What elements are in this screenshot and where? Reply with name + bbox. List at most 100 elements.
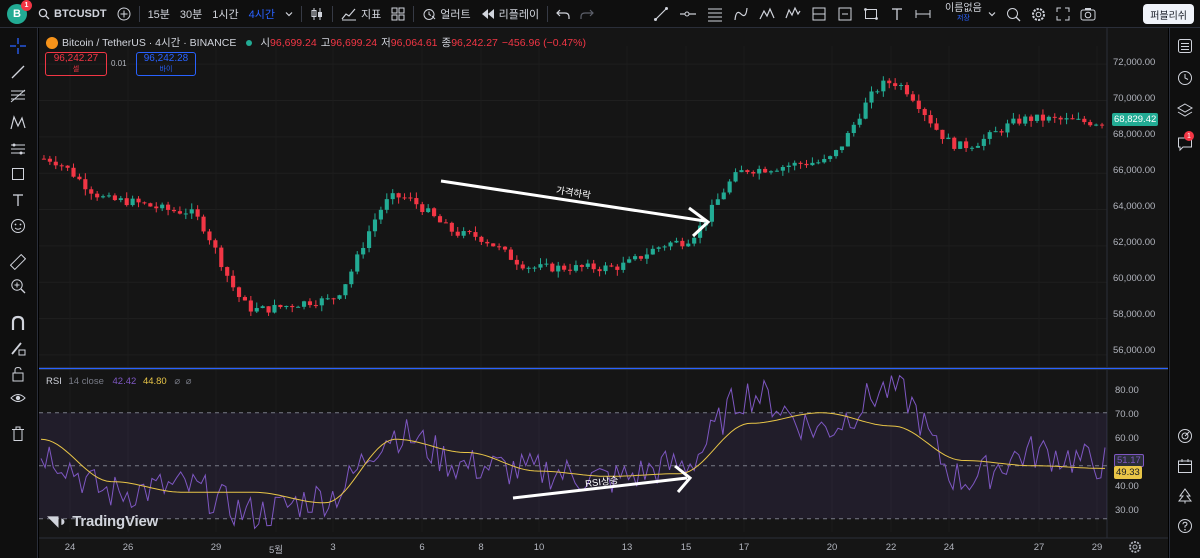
magnet-tool[interactable] — [8, 313, 28, 333]
candle-body — [567, 269, 573, 271]
object-tree-button[interactable] — [1175, 100, 1195, 120]
candle-body — [284, 305, 289, 308]
elliott-tool[interactable] — [780, 3, 806, 25]
candle-body — [148, 203, 153, 207]
candle-body — [993, 131, 998, 133]
price-axis-label: 60,000.00 — [1113, 273, 1156, 284]
symbol-search-button[interactable]: BTCUSDT — [33, 3, 112, 25]
ideas-stream-button[interactable] — [1175, 426, 1195, 446]
zoom-tool[interactable] — [8, 276, 28, 296]
remove-drawings-tool[interactable] — [8, 424, 28, 444]
candle-body — [887, 80, 892, 84]
fullscreen-button[interactable] — [1051, 3, 1075, 25]
candle-body — [739, 170, 744, 173]
undo-button[interactable] — [551, 3, 575, 25]
profile-avatar[interactable]: B 1 — [7, 0, 32, 24]
drawings[interactable] — [440, 179, 711, 500]
candle-body — [366, 231, 372, 248]
candle-body — [733, 172, 738, 182]
crosshair-tool[interactable] — [8, 36, 28, 56]
candle-body — [1034, 114, 1040, 121]
text-tool[interactable] — [884, 3, 910, 25]
stay-drawing-tool[interactable] — [8, 338, 28, 358]
settings-button[interactable] — [1026, 3, 1051, 25]
interval-15m[interactable]: 15분 — [147, 8, 170, 21]
chart-type-button[interactable] — [305, 3, 329, 25]
rectangle-tool[interactable] — [858, 3, 884, 25]
candle-body — [556, 265, 561, 272]
legend-pair[interactable]: Bitcoin / TetherUS · 4시간 · BINANCE — [62, 37, 237, 49]
trend-line-icon — [654, 7, 668, 21]
candle-body — [106, 195, 112, 197]
quick-search-button[interactable] — [1001, 3, 1026, 25]
candles-icon — [311, 7, 322, 20]
trend-line-tool-left[interactable] — [8, 62, 28, 82]
source-indicator-icon[interactable]: ⌀ — [185, 376, 192, 387]
long-position-tool[interactable] — [806, 3, 832, 25]
hide-drawings-tool[interactable] — [8, 388, 28, 408]
forecast-tool[interactable] — [8, 139, 28, 159]
lock-drawings-tool[interactable] — [8, 364, 28, 384]
axis-settings-gear-icon[interactable] — [1128, 540, 1142, 554]
shape-tool[interactable] — [8, 164, 28, 184]
redo-button[interactable] — [575, 3, 599, 25]
candle-body — [898, 85, 904, 87]
pine-editor-button[interactable] — [1175, 486, 1195, 506]
interval-4h[interactable]: 4시간 — [248, 8, 275, 21]
pattern-tool-left[interactable] — [8, 113, 28, 133]
horizontal-ray-tool[interactable] — [674, 3, 702, 25]
candle-body — [964, 141, 969, 149]
publish-button[interactable]: 퍼블리쉬 — [1143, 4, 1194, 24]
time-axis-label: 6 — [419, 542, 425, 553]
candle-body — [975, 145, 980, 148]
account-menu[interactable]: 이름없음 저장 — [940, 3, 1001, 25]
parallel-channel-tool[interactable] — [702, 3, 728, 25]
compare-button[interactable] — [112, 3, 136, 25]
interval-30m[interactable]: 30분 — [179, 8, 203, 21]
text-tool-left[interactable] — [8, 190, 28, 210]
candle-body — [242, 297, 248, 301]
rsi-params: 14 close — [68, 376, 104, 387]
watchlist-button[interactable] — [1175, 36, 1195, 56]
calendar-button[interactable] — [1175, 456, 1195, 476]
alerts-panel-button[interactable] — [1175, 68, 1195, 88]
alert-label: 얼러트 — [440, 8, 471, 21]
curve-tool[interactable] — [728, 3, 754, 25]
chart-container[interactable]: Bitcoin / TetherUS · 4시간 · BINANCE 시 96,… — [39, 28, 1168, 558]
fib-tool[interactable] — [8, 86, 28, 106]
ruler-tool[interactable] — [910, 3, 936, 25]
measure-tool[interactable] — [8, 252, 28, 272]
emoji-tool[interactable] — [8, 216, 28, 236]
layouts-button[interactable] — [386, 3, 410, 25]
candle-body — [1064, 118, 1069, 120]
tradingview-logo[interactable]: ◥◗ TradingView — [47, 512, 158, 531]
interval-1h[interactable]: 1시간 — [212, 8, 239, 21]
indicators-button[interactable]: 지표 — [336, 3, 386, 25]
buy-button[interactable]: 96,242.28 바이 — [136, 52, 196, 76]
rsi-title[interactable]: RSI — [46, 376, 62, 387]
time-axis-label: 15 — [680, 542, 692, 553]
candle-body — [171, 209, 177, 212]
candle-body — [130, 198, 135, 206]
interval-dropdown[interactable] — [280, 3, 298, 25]
replay-button[interactable]: 리플레이 — [476, 3, 544, 25]
snapshot-button[interactable] — [1075, 3, 1101, 25]
chart-canvas[interactable] — [39, 28, 1168, 558]
date-range-tool[interactable] — [832, 3, 858, 25]
chevron-down-icon — [285, 11, 293, 16]
hide-indicator-icon[interactable]: ⌀ — [174, 376, 181, 387]
rsi-ma-line — [40, 412, 1105, 504]
candle-body — [290, 305, 295, 308]
help-button[interactable] — [1175, 516, 1195, 536]
pattern-tool[interactable] — [754, 3, 780, 25]
price-axis-label: 64,000.00 — [1113, 201, 1156, 212]
trend-line-tool[interactable] — [648, 3, 674, 25]
alert-button[interactable]: 얼러트 — [417, 3, 475, 25]
curve-icon — [734, 7, 748, 21]
pane-separator[interactable] — [39, 367, 1168, 370]
sell-button[interactable]: 96,242.27 셀 — [45, 52, 107, 76]
rsi-axis-label: 70.00 — [1115, 409, 1139, 420]
candle-body — [420, 204, 425, 213]
chats-button[interactable]: 1 — [1175, 131, 1195, 154]
candle-body — [41, 158, 47, 160]
